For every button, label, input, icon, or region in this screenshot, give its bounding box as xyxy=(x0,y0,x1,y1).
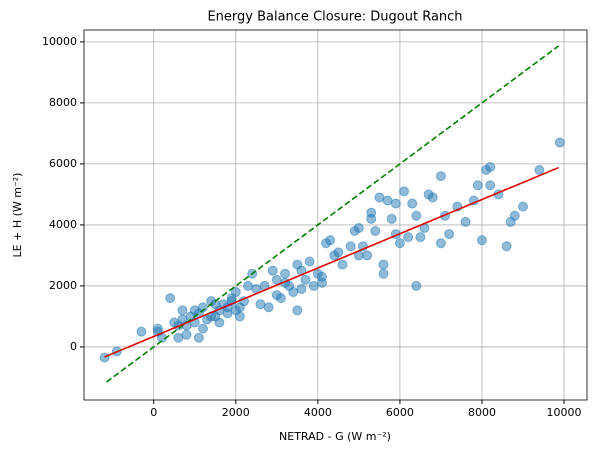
point xyxy=(394,238,405,249)
point xyxy=(415,232,426,243)
point xyxy=(370,226,381,237)
point xyxy=(263,302,274,313)
point xyxy=(427,192,438,203)
line xyxy=(104,166,559,358)
line xyxy=(106,45,560,383)
point xyxy=(304,256,315,267)
point xyxy=(501,241,512,252)
point xyxy=(337,259,348,270)
point xyxy=(435,171,446,182)
x-tick-label: 6000 xyxy=(386,406,414,419)
point xyxy=(316,277,327,288)
point xyxy=(390,198,401,209)
x-axis-label: NETRAD - G (W m⁻²) xyxy=(279,430,391,443)
point xyxy=(374,192,385,203)
point xyxy=(476,235,487,246)
point xyxy=(136,326,147,337)
y-tick-label: 0 xyxy=(70,340,77,353)
y-tick-label: 2000 xyxy=(49,279,77,292)
point xyxy=(554,137,565,148)
point xyxy=(197,323,208,334)
point xyxy=(267,265,278,276)
y-tick-label: 10000 xyxy=(42,35,77,48)
point xyxy=(411,280,422,291)
point xyxy=(165,293,176,304)
point xyxy=(382,195,393,206)
point xyxy=(173,332,184,343)
x-tick-label: 2000 xyxy=(222,406,250,419)
y-tick-label: 4000 xyxy=(49,218,77,231)
point xyxy=(509,210,520,221)
point xyxy=(345,241,356,252)
point xyxy=(333,247,344,258)
chart-title: Energy Balance Closure: Dugout Ranch xyxy=(207,10,462,25)
point xyxy=(399,186,410,197)
point xyxy=(234,311,245,322)
point xyxy=(407,198,418,209)
point xyxy=(378,268,389,279)
point xyxy=(177,305,188,316)
point xyxy=(353,222,364,233)
point xyxy=(378,259,389,270)
plot-frame xyxy=(83,29,588,401)
point xyxy=(386,213,397,224)
x-tick-label: 10000 xyxy=(547,406,582,419)
x-tick-label: 4000 xyxy=(304,406,332,419)
point xyxy=(99,352,110,363)
point xyxy=(403,232,414,243)
x-tick-label: 8000 xyxy=(468,406,496,419)
point xyxy=(255,299,266,310)
y-tick-label: 6000 xyxy=(49,157,77,170)
point xyxy=(230,287,241,298)
point xyxy=(325,235,336,246)
point xyxy=(214,317,225,328)
point xyxy=(485,161,496,172)
point xyxy=(296,283,307,294)
point xyxy=(435,238,446,249)
x-tick-label: 0 xyxy=(150,406,157,419)
point xyxy=(308,280,319,291)
point xyxy=(472,180,483,191)
point xyxy=(517,201,528,212)
point xyxy=(444,229,455,240)
point xyxy=(288,287,299,298)
y-tick-label: 8000 xyxy=(49,96,77,109)
point xyxy=(534,165,545,176)
point xyxy=(485,180,496,191)
point xyxy=(243,280,254,291)
point xyxy=(292,305,303,316)
y-axis-label: LE + H (W m⁻²) xyxy=(11,173,24,258)
point xyxy=(271,290,282,301)
point xyxy=(181,329,192,340)
point xyxy=(280,268,291,279)
point xyxy=(460,216,471,227)
point xyxy=(411,210,422,221)
point xyxy=(362,250,373,261)
point xyxy=(300,274,311,285)
point xyxy=(193,332,204,343)
point xyxy=(366,213,377,224)
